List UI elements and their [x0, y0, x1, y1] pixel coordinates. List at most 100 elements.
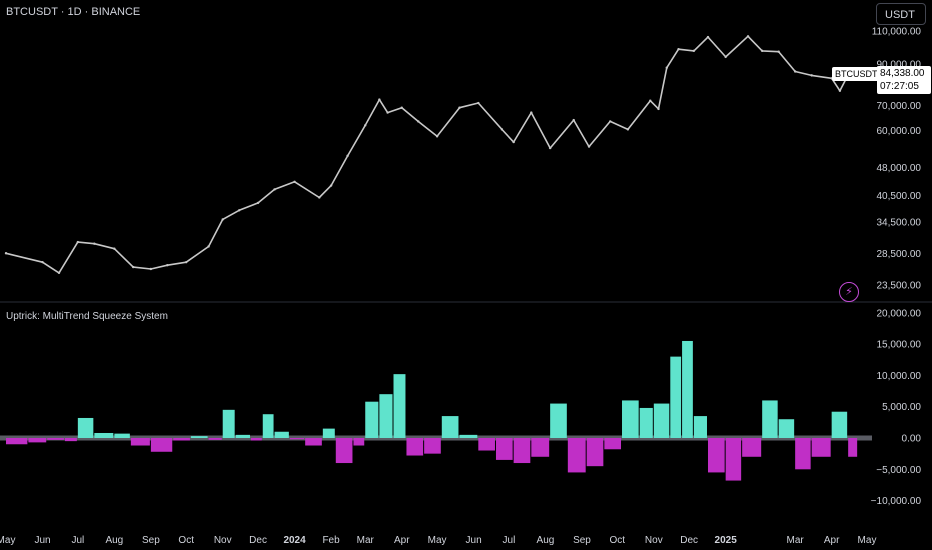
oscillator-bar — [682, 340, 693, 438]
oscillator-tick-label: 20,000.00 — [877, 308, 922, 319]
price-point — [477, 101, 480, 105]
time-tick-label: Oct — [610, 535, 626, 546]
time-tick-label: Mar — [357, 535, 375, 546]
price-point — [760, 49, 764, 53]
price-point — [724, 55, 727, 59]
oscillator-bar — [208, 438, 222, 440]
oscillator-bar — [567, 438, 586, 473]
time-tick-label: May — [428, 535, 447, 546]
oscillator-bar — [222, 409, 235, 438]
price-point — [677, 47, 680, 51]
oscillator-bar — [478, 438, 495, 451]
time-tick-label: Feb — [322, 535, 340, 546]
time-tick-label: Aug — [105, 535, 123, 546]
oscillator-bar — [622, 400, 639, 438]
oscillator-bar — [848, 438, 858, 457]
oscillator-bar — [365, 401, 379, 438]
price-point — [609, 120, 612, 123]
price-point — [530, 111, 533, 114]
time-tick-label: Jul — [71, 535, 84, 546]
symbol-title[interactable]: BTCUSDT · 1D · BINANCE — [6, 6, 141, 18]
oscillator-bar — [274, 431, 289, 438]
oscillator-bar — [550, 403, 567, 438]
oscillator-bar — [424, 438, 441, 454]
oscillator-bar — [250, 438, 262, 441]
oscillator-bar — [114, 433, 130, 438]
price-point — [587, 145, 591, 148]
price-box: 84,338.00 07:27:05 — [877, 66, 931, 94]
price-tick-label: 110,000.00 — [872, 27, 922, 38]
oscillator-bar — [670, 356, 682, 438]
price-tick-label: 70,000.00 — [877, 101, 922, 112]
price-point — [256, 201, 260, 205]
price-point — [93, 242, 96, 245]
oscillator-bar — [305, 438, 322, 446]
currency-button[interactable]: USDT — [876, 3, 926, 25]
price-point — [185, 260, 188, 264]
price-point — [626, 128, 630, 131]
oscillator-bar — [130, 438, 150, 446]
oscillator-bar — [742, 438, 762, 457]
price-line — [5, 35, 849, 274]
oscillator-axis: 20,000.00 15,000.00 10,000.00 5,000.00 0.00 −… — [871, 308, 922, 507]
time-tick-label: May — [858, 535, 877, 546]
price-point — [810, 74, 813, 77]
price-point — [657, 107, 660, 111]
price-axis: 110,000.00 90,000.00 70,000.00 60,000.00 48,… — [872, 27, 922, 292]
oscillator-tick-label: 5,000.00 — [882, 402, 921, 413]
oscillator-bar — [77, 417, 94, 438]
price-point — [500, 128, 504, 131]
oscillator-bar — [811, 438, 831, 457]
oscillator-bar — [64, 438, 77, 442]
oscillator-tick-label: 10,000.00 — [877, 371, 922, 382]
price-point — [692, 49, 696, 53]
oscillator-tick-label: −10,000.00 — [871, 496, 922, 507]
price-point — [458, 106, 461, 109]
oscillator-bar — [262, 414, 274, 438]
price-tick-label: 60,000.00 — [877, 126, 922, 137]
time-tick-label: May — [0, 535, 15, 546]
price-point — [364, 124, 367, 127]
oscillator-bar — [289, 438, 305, 440]
oscillator-bar — [725, 438, 742, 481]
time-tick-label: Aug — [537, 535, 555, 546]
price-tick-label: 23,500.00 — [877, 281, 922, 292]
oscillator-bar — [353, 438, 365, 446]
lightning-bolt-icon[interactable]: ⚡ — [839, 282, 859, 302]
price-point — [435, 135, 439, 138]
price-point — [400, 106, 403, 109]
time-tick-label: 2025 — [715, 535, 738, 546]
oscillator-bar — [531, 438, 550, 457]
oscillator-bar — [653, 403, 670, 438]
oscillator-bar — [441, 416, 459, 438]
oscillator-bar — [639, 407, 653, 438]
price-point — [777, 50, 780, 53]
price-point — [238, 209, 241, 212]
price-point — [378, 98, 381, 101]
price-point — [76, 240, 80, 244]
price-tick-label: 48,000.00 — [877, 163, 922, 174]
indicator-title[interactable]: Uptrick: MultiTrend Squeeze System — [6, 311, 168, 322]
oscillator-bar — [795, 438, 811, 470]
time-tick-label: Apr — [824, 535, 840, 546]
price-tick-label: 90,000.00 — [877, 60, 922, 71]
oscillator-bar — [28, 438, 47, 443]
price-point — [512, 140, 515, 144]
oscillator-bar — [335, 438, 353, 464]
time-tick-label: Oct — [178, 535, 194, 546]
oscillator-bar — [693, 416, 707, 438]
bar-countdown: 07:27:05 — [880, 81, 919, 92]
oscillator-bar — [6, 438, 28, 445]
time-axis: May Jun Jul Aug Sep Oct Nov Dec 2024 Feb Mar Apr May… — [0, 535, 876, 546]
price-point — [4, 252, 8, 255]
oscillator-bar — [94, 432, 114, 438]
price-point — [221, 218, 224, 221]
oscillator-bar — [707, 438, 725, 473]
oscillator-tick-label: 0.00 — [902, 434, 922, 445]
oscillator-bar — [173, 438, 190, 441]
last-price: 84,338.00 — [880, 68, 925, 79]
price-point — [273, 188, 276, 191]
oscillator-bar — [831, 411, 848, 438]
price-point — [166, 264, 169, 267]
